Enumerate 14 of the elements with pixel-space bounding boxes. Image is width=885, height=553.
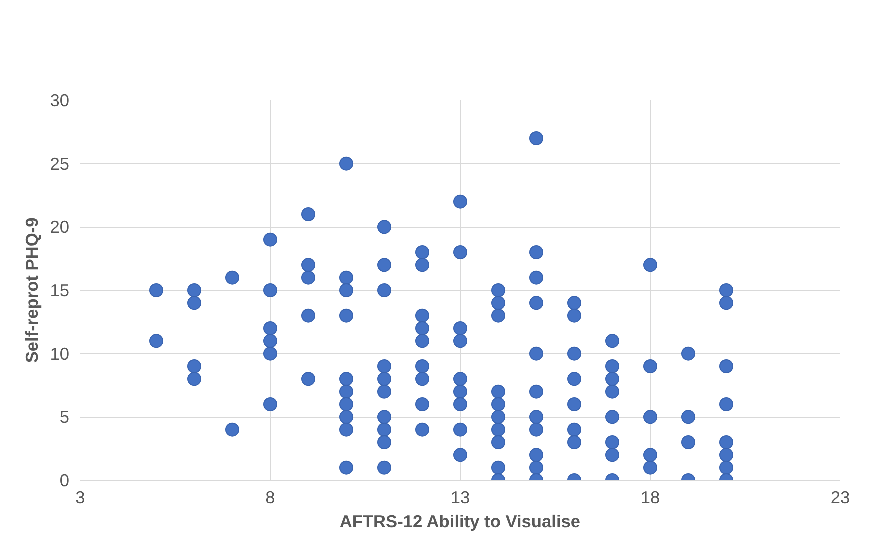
x-tick-label: 13 <box>450 488 470 508</box>
y-tick-label: 25 <box>50 154 70 174</box>
y-tick-label: 30 <box>50 90 70 110</box>
x-tick-label: 18 <box>640 488 660 508</box>
y-tick-label: 0 <box>60 470 70 490</box>
y-tick-label: 20 <box>50 217 70 238</box>
y-tick-label: 15 <box>50 280 70 300</box>
y-axis-title: Self-reprot PHQ-9 <box>22 218 42 364</box>
x-tick-label: 23 <box>830 488 850 508</box>
y-tick-label: 10 <box>50 344 70 364</box>
y-tick-label: 5 <box>60 407 70 428</box>
x-axis-title: AFTRS-12 Ability to Visualise <box>340 512 581 532</box>
x-tick-label: 3 <box>76 488 86 508</box>
x-tick-label: 8 <box>266 488 276 508</box>
